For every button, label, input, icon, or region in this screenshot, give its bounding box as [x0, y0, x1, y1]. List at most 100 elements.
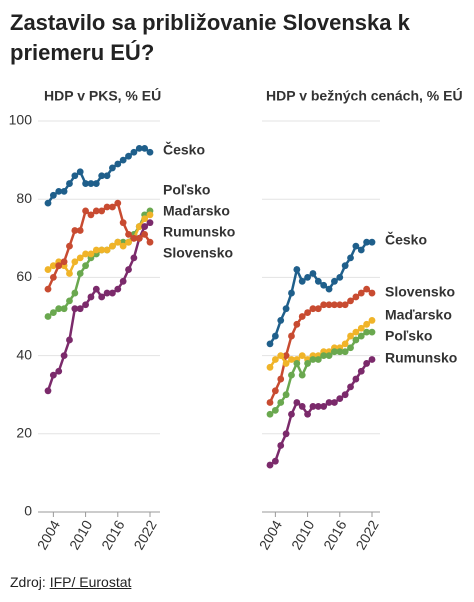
- x-tick-label: 2016: [320, 517, 350, 552]
- y-tick-label: 20: [16, 425, 32, 441]
- point: [368, 328, 376, 336]
- point: [125, 230, 132, 238]
- y-tick-label: 60: [16, 268, 32, 284]
- point: [347, 344, 354, 352]
- point: [325, 399, 333, 406]
- point: [304, 274, 311, 281]
- point: [82, 262, 89, 270]
- point: [49, 191, 57, 199]
- point: [141, 144, 149, 152]
- point: [98, 246, 106, 254]
- point: [288, 371, 295, 379]
- series-label: Česko: [163, 141, 205, 158]
- point: [44, 266, 52, 273]
- point: [49, 262, 57, 270]
- point: [282, 360, 290, 367]
- point: [341, 348, 349, 356]
- point: [271, 406, 279, 414]
- source-prefix: Zdroj:: [10, 574, 46, 590]
- point: [298, 371, 306, 379]
- point: [331, 348, 338, 356]
- point: [49, 274, 57, 281]
- point: [44, 199, 52, 207]
- point: [363, 360, 371, 367]
- point: [103, 246, 111, 254]
- point: [314, 403, 322, 410]
- point: [103, 172, 111, 180]
- point: [347, 332, 354, 340]
- point: [114, 199, 122, 207]
- point: [298, 352, 306, 359]
- point: [304, 360, 311, 367]
- point: [357, 246, 365, 254]
- series-label: Slovensko: [385, 284, 455, 300]
- point: [288, 289, 295, 297]
- point: [55, 367, 63, 375]
- x-tick-label: 2010: [66, 517, 96, 552]
- point: [288, 410, 295, 418]
- point: [320, 301, 328, 309]
- point: [71, 305, 79, 313]
- point: [309, 270, 317, 277]
- point: [60, 187, 68, 195]
- y-tick-label: 40: [16, 346, 32, 362]
- point: [325, 352, 333, 359]
- point: [266, 461, 274, 469]
- point: [82, 207, 89, 215]
- point: [341, 340, 349, 348]
- point: [114, 160, 122, 168]
- point: [125, 266, 132, 273]
- point: [298, 277, 306, 285]
- point: [277, 317, 285, 324]
- series-label: Maďarsko: [385, 307, 452, 323]
- point: [92, 285, 100, 293]
- point: [352, 328, 360, 336]
- point: [82, 301, 89, 309]
- point: [87, 180, 95, 187]
- point: [146, 219, 154, 227]
- point: [55, 262, 63, 270]
- point: [325, 285, 333, 293]
- point: [55, 187, 63, 195]
- series-label: Poľsko: [163, 182, 210, 198]
- point: [277, 375, 285, 383]
- source-link[interactable]: IFP/ Eurostat: [49, 574, 132, 590]
- point: [119, 242, 127, 250]
- point: [277, 352, 285, 359]
- y-tick-label: 80: [16, 190, 32, 206]
- point: [309, 403, 317, 410]
- point: [347, 254, 354, 262]
- point: [146, 238, 154, 246]
- point: [282, 305, 290, 313]
- point: [277, 399, 285, 406]
- point: [44, 387, 52, 395]
- series-label: Rumunsko: [163, 224, 235, 240]
- point: [309, 356, 317, 363]
- series-label: Česko: [385, 231, 427, 248]
- point: [60, 305, 68, 313]
- point: [304, 309, 311, 316]
- line: [269, 330, 372, 416]
- point: [71, 289, 79, 297]
- point: [298, 403, 306, 410]
- point: [331, 301, 338, 309]
- point: [66, 336, 73, 344]
- point: [277, 442, 285, 449]
- point: [336, 301, 344, 309]
- point: [314, 277, 322, 285]
- point: [109, 164, 116, 172]
- point: [82, 180, 89, 187]
- point: [87, 293, 95, 301]
- point: [341, 262, 349, 270]
- point: [66, 270, 73, 277]
- source: Zdroj: IFP/ Eurostat: [10, 574, 131, 590]
- point: [363, 328, 371, 336]
- point: [288, 356, 295, 363]
- point: [368, 289, 376, 297]
- point: [282, 352, 290, 359]
- point: [266, 363, 274, 371]
- y-tick-label: 100: [9, 112, 33, 128]
- point: [368, 356, 376, 363]
- series-label: Poľsko: [385, 328, 432, 344]
